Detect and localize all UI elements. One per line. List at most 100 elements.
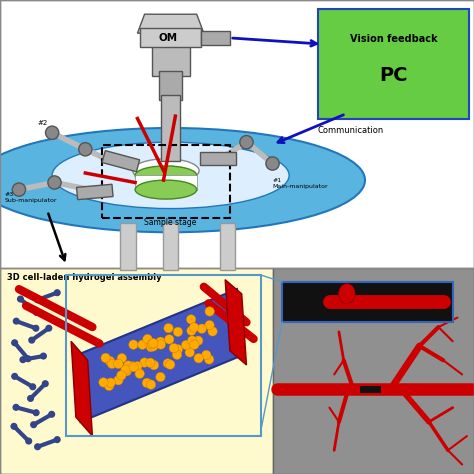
Circle shape — [138, 340, 147, 349]
Ellipse shape — [52, 142, 289, 209]
Circle shape — [182, 340, 191, 350]
Bar — [0, 268, 273, 474]
Bar — [140, 28, 201, 47]
Ellipse shape — [135, 166, 197, 185]
Bar — [77, 184, 113, 200]
Circle shape — [173, 327, 182, 337]
Circle shape — [128, 362, 137, 371]
Circle shape — [128, 340, 138, 349]
Circle shape — [163, 359, 173, 368]
Ellipse shape — [338, 283, 355, 304]
Circle shape — [149, 342, 158, 351]
Circle shape — [156, 337, 165, 346]
Circle shape — [13, 318, 19, 324]
Circle shape — [240, 136, 253, 149]
Text: #3
Sub-manipulator: #3 Sub-manipulator — [5, 192, 57, 203]
Circle shape — [114, 359, 123, 369]
Circle shape — [26, 438, 32, 444]
Text: Sample stage: Sample stage — [145, 218, 197, 227]
Circle shape — [156, 340, 165, 349]
Circle shape — [143, 334, 152, 344]
Ellipse shape — [135, 180, 197, 199]
Bar — [152, 33, 190, 76]
Circle shape — [49, 411, 55, 417]
Text: #2: #2 — [38, 119, 48, 126]
Circle shape — [31, 422, 36, 428]
Circle shape — [55, 437, 60, 442]
Circle shape — [165, 360, 175, 369]
Circle shape — [187, 336, 197, 346]
Bar — [0, 0, 474, 268]
Circle shape — [189, 323, 199, 332]
Bar — [135, 175, 197, 190]
Bar — [102, 151, 140, 172]
Bar — [163, 223, 178, 270]
Circle shape — [20, 357, 26, 363]
Bar — [161, 95, 180, 161]
Bar — [0, 0, 474, 268]
Bar — [102, 145, 230, 218]
Circle shape — [12, 340, 18, 346]
Circle shape — [147, 339, 157, 349]
Circle shape — [29, 337, 35, 343]
Ellipse shape — [133, 159, 199, 182]
Circle shape — [164, 335, 174, 344]
Circle shape — [172, 350, 182, 359]
Circle shape — [46, 126, 59, 139]
Circle shape — [187, 326, 196, 336]
Bar — [66, 275, 261, 436]
Circle shape — [48, 176, 61, 189]
Circle shape — [169, 343, 179, 353]
Polygon shape — [225, 280, 246, 365]
Text: Vision feedback: Vision feedback — [350, 34, 437, 44]
Bar — [200, 152, 236, 165]
Text: OM: OM — [159, 33, 178, 43]
Circle shape — [123, 361, 133, 370]
Circle shape — [35, 444, 40, 450]
Circle shape — [117, 371, 126, 380]
Circle shape — [55, 290, 60, 295]
Text: Communication: Communication — [318, 126, 384, 135]
Circle shape — [11, 423, 17, 429]
Circle shape — [186, 315, 196, 324]
Circle shape — [146, 342, 156, 352]
Circle shape — [33, 326, 39, 331]
Circle shape — [149, 338, 158, 348]
Bar — [220, 223, 235, 270]
Bar — [273, 268, 474, 474]
Circle shape — [129, 362, 138, 372]
Circle shape — [204, 355, 214, 364]
Circle shape — [27, 396, 33, 401]
Circle shape — [121, 365, 130, 374]
Text: 3D cell-laden hydrogel assembly: 3D cell-laden hydrogel assembly — [7, 273, 162, 283]
Circle shape — [13, 404, 19, 410]
Text: #1
Main-manipulator: #1 Main-manipulator — [273, 178, 328, 189]
Circle shape — [99, 378, 108, 387]
Circle shape — [146, 380, 156, 389]
Circle shape — [185, 347, 194, 357]
Polygon shape — [71, 341, 92, 436]
Circle shape — [149, 360, 159, 370]
Circle shape — [201, 350, 211, 360]
Circle shape — [41, 353, 46, 359]
Circle shape — [106, 378, 116, 387]
Circle shape — [79, 143, 92, 156]
Circle shape — [194, 354, 203, 363]
Polygon shape — [76, 289, 242, 422]
Circle shape — [101, 353, 110, 363]
Circle shape — [12, 374, 18, 379]
Circle shape — [197, 324, 207, 333]
Circle shape — [46, 325, 52, 331]
Circle shape — [34, 310, 39, 315]
Bar — [159, 71, 182, 100]
Circle shape — [117, 354, 127, 363]
Circle shape — [105, 356, 115, 366]
Circle shape — [140, 358, 149, 367]
Bar — [282, 282, 453, 322]
Text: Rail: Rail — [162, 144, 180, 155]
Circle shape — [190, 340, 199, 349]
Text: PC: PC — [379, 66, 408, 85]
Circle shape — [30, 384, 36, 390]
Circle shape — [142, 378, 152, 388]
Circle shape — [135, 369, 145, 378]
